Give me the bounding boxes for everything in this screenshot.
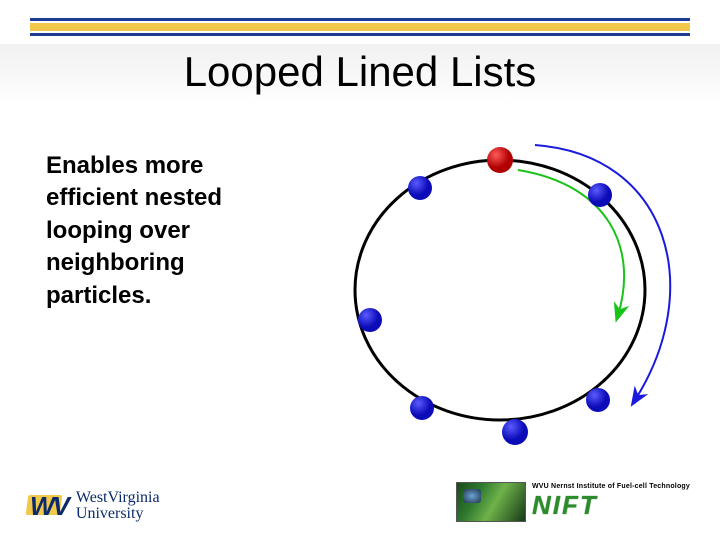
bar-top [30, 18, 690, 21]
body-line: looping over [46, 215, 306, 247]
bar-mid [30, 23, 690, 31]
node [410, 396, 434, 420]
node [408, 176, 432, 200]
wvu-mark-icon: WV [30, 491, 68, 522]
arrow-outer [535, 145, 670, 400]
node [588, 183, 612, 207]
header-bars [30, 18, 690, 36]
page-title: Looped Lined Lists [0, 44, 720, 106]
wvu-line1: WestVirginia [76, 490, 160, 506]
bar-bottom [30, 33, 690, 36]
loop-diagram [300, 110, 700, 470]
body-line: neighboring [46, 247, 306, 279]
nift-image-icon [456, 482, 526, 522]
wvu-text: WestVirginia University [76, 490, 160, 522]
node [502, 419, 528, 445]
node [586, 388, 610, 412]
footer: WV WestVirginia University WVU Nernst In… [30, 482, 690, 522]
nift-label: WVU Nernst Institute of Fuel-cell Techno… [532, 483, 690, 521]
body-line: Enables more [46, 150, 306, 182]
nift-logo: WVU Nernst Institute of Fuel-cell Techno… [456, 482, 690, 522]
body-line: efficient nested [46, 182, 306, 214]
wvu-logo: WV WestVirginia University [30, 490, 160, 522]
wvu-line2: University [76, 506, 160, 522]
body-line: particles. [46, 280, 306, 312]
node-start [487, 147, 513, 173]
body-text: Enables more efficient nested looping ov… [46, 150, 306, 312]
nift-subtitle: WVU Nernst Institute of Fuel-cell Techno… [532, 483, 690, 490]
nift-main: NIFT [532, 490, 690, 521]
node [358, 308, 382, 332]
